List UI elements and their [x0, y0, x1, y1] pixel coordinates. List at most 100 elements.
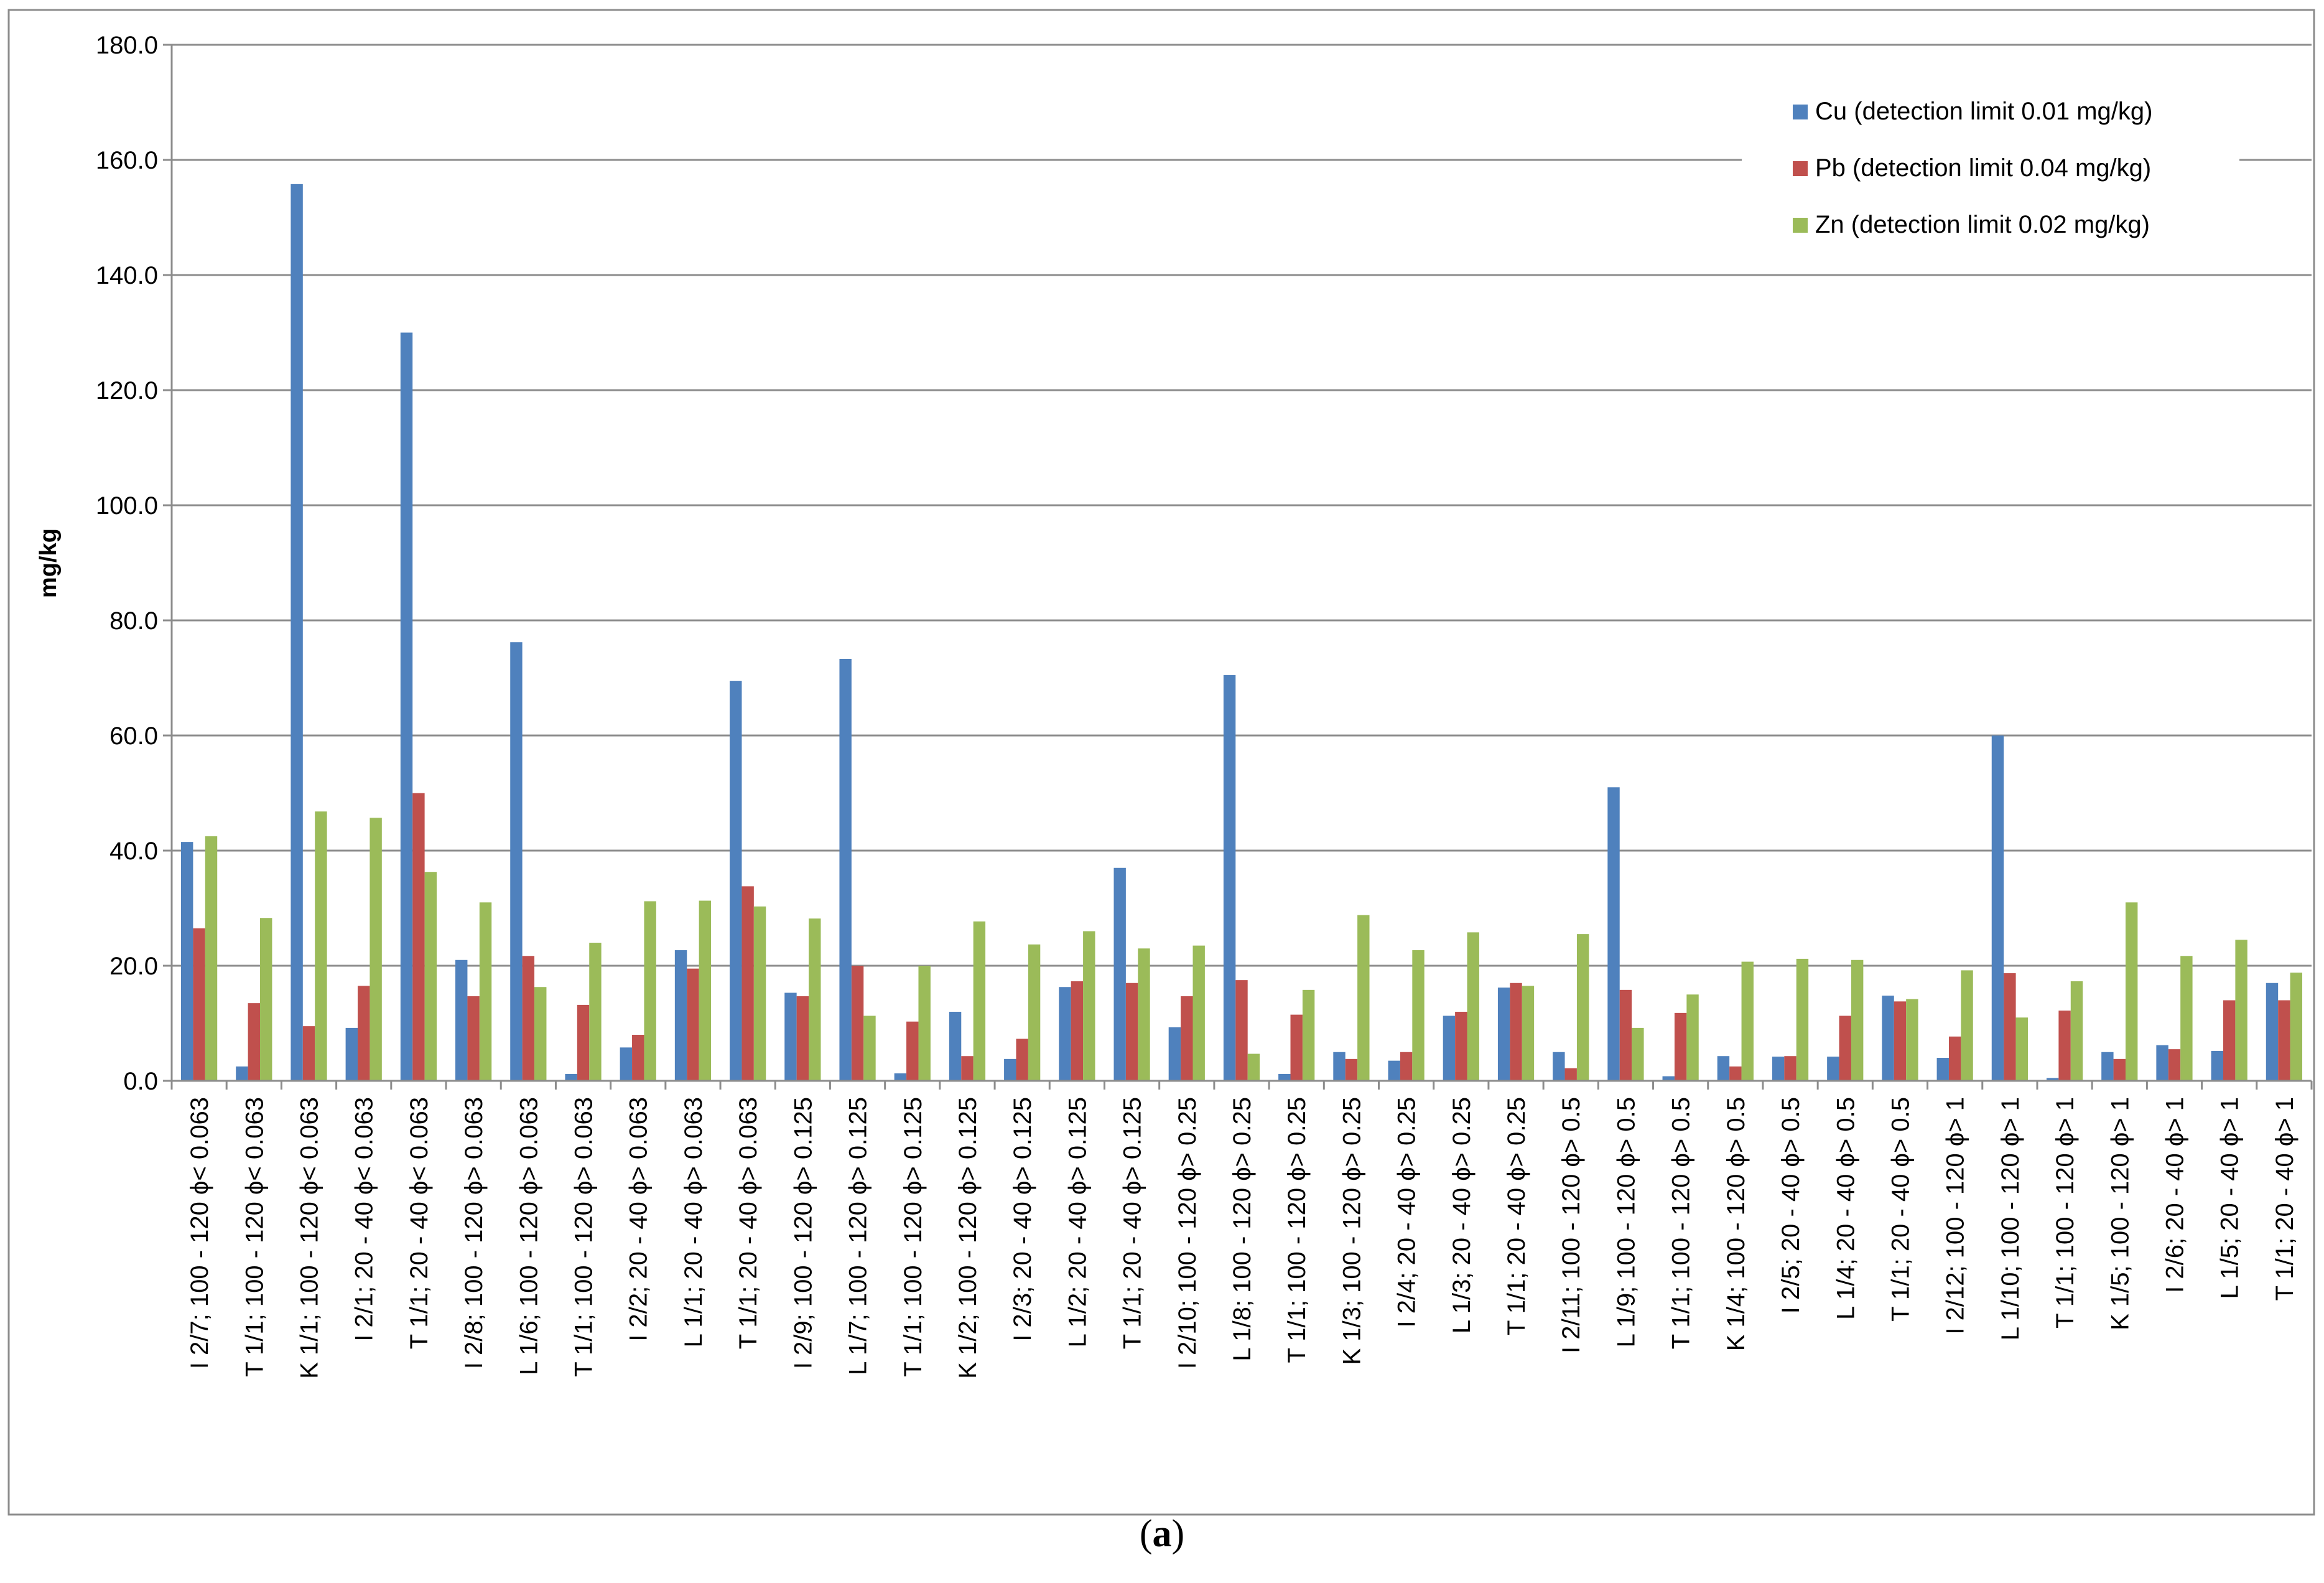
x-tick-label: I 2/10; 100 - 120 ϕ> 0.25: [1174, 1097, 1201, 1369]
bar-pb: [1510, 983, 1522, 1081]
bar-zn: [1412, 950, 1425, 1081]
x-tick-label: K 1/4; 100 - 120 ϕ> 0.5: [1722, 1097, 1750, 1351]
legend-label: Pb (detection limit 0.04 mg/kg): [1815, 154, 2151, 182]
bar-pb: [1564, 1068, 1577, 1081]
bar-cu: [1497, 988, 1510, 1081]
bar-pb: [2223, 1000, 2236, 1081]
bar-pb: [1839, 1016, 1851, 1081]
bar-cu: [1004, 1058, 1016, 1081]
bar-zn: [1138, 948, 1150, 1081]
bar-zn: [2290, 973, 2303, 1081]
panel-label-open: (: [1139, 1513, 1153, 1555]
bar-pb: [1235, 980, 1248, 1081]
bar-pb: [1784, 1056, 1796, 1081]
bar-zn: [699, 900, 712, 1081]
y-tick-label: 140.0: [96, 262, 158, 289]
x-tick-label: T 1/1; 100 - 120 ϕ< 0.063: [241, 1097, 268, 1377]
bar-zn: [2015, 1017, 2028, 1081]
bar-zn: [424, 872, 437, 1081]
bar-zn: [2235, 940, 2247, 1081]
bar-cu: [1607, 787, 1620, 1081]
x-tick-label: T 1/1; 20 - 40 ϕ> 0.25: [1503, 1097, 1530, 1335]
bar-pb: [2113, 1058, 2126, 1081]
bar-pb: [1290, 1014, 1303, 1081]
bar-zn: [1357, 915, 1370, 1081]
y-tick-label: 120.0: [96, 377, 158, 404]
x-tick-label: I 2/1; 20 - 40 ϕ< 0.063: [351, 1097, 378, 1342]
bar-cu: [2211, 1050, 2223, 1081]
bar-cu: [1278, 1073, 1291, 1081]
bar-zn: [753, 906, 766, 1081]
x-tick-label: I 2/9; 100 - 120 ϕ> 0.125: [789, 1097, 817, 1369]
x-tick-label: L 1/6; 100 - 120 ϕ> 0.063: [515, 1097, 542, 1375]
x-tick-label: K 1/1; 100 - 120 ϕ< 0.063: [296, 1097, 323, 1379]
x-tick-label: K 1/2; 100 - 120 ϕ> 0.125: [954, 1097, 982, 1379]
bar-pb: [577, 1004, 590, 1081]
x-tick-label: T 1/1; 20 - 40 ϕ> 0.063: [735, 1097, 762, 1349]
bar-zn: [479, 902, 492, 1081]
bar-zn: [1576, 934, 1589, 1081]
bar-pb: [522, 956, 535, 1081]
legend: Cu (detection limit 0.01 mg/kg) Pb (detec…: [1742, 87, 2239, 268]
x-tick-label: L 1/10; 100 - 120 ϕ> 1: [1997, 1097, 2024, 1340]
bar-cu: [1443, 1016, 1456, 1081]
y-axis-title: mg/kg: [35, 528, 62, 598]
x-tick-label: I 2/2; 20 - 40 ϕ> 0.063: [625, 1097, 653, 1342]
bar-pb: [302, 1026, 315, 1081]
x-tick-label: T 1/1; 20 - 40 ϕ> 1: [2271, 1097, 2298, 1300]
bar-cu: [180, 842, 193, 1081]
bar-zn: [1247, 1053, 1260, 1081]
y-tick-label: 20.0: [109, 953, 158, 980]
bar-cu: [2046, 1078, 2059, 1081]
bar-cu: [839, 658, 852, 1081]
x-tick-label: I 2/3; 20 - 40 ϕ> 0.125: [1009, 1097, 1036, 1342]
bar-zn: [1192, 945, 1205, 1081]
panel-label-close: ): [1171, 1513, 1185, 1555]
x-tick-label: T 1/1; 100 - 120 ϕ> 0.25: [1283, 1097, 1311, 1363]
bar-pb: [2058, 1011, 2071, 1081]
y-tick-label: 60.0: [109, 722, 158, 750]
bar-zn: [1522, 986, 1535, 1081]
x-tick-label: L 1/2; 20 - 40 ϕ> 0.125: [1064, 1097, 1091, 1347]
legend-swatch-pb: [1793, 161, 1808, 176]
x-tick-label: L 1/8; 100 - 120 ϕ> 0.25: [1229, 1097, 1256, 1361]
x-tick-label: T 1/1; 100 - 120 ϕ> 1: [2052, 1097, 2079, 1329]
bar-cu: [510, 642, 523, 1081]
bar-cu: [620, 1047, 633, 1081]
bar-cu: [2266, 983, 2279, 1081]
bar-pb: [851, 966, 864, 1081]
bar-pb: [248, 1003, 261, 1081]
bar-zn: [1686, 994, 1699, 1081]
legend-swatch-zn: [1793, 218, 1808, 233]
x-tick-label: T 1/1; 20 - 40 ϕ> 0.5: [1887, 1097, 1914, 1322]
bar-zn: [809, 918, 821, 1081]
bar-pb: [467, 996, 480, 1081]
bar-pb: [1181, 996, 1193, 1081]
bar-zn: [1028, 944, 1041, 1081]
x-tick-label: T 1/1; 100 - 120 ϕ> 0.125: [899, 1097, 927, 1377]
bar-zn: [1961, 970, 1973, 1081]
bar-zn: [2180, 956, 2193, 1081]
bar-zn: [644, 901, 656, 1081]
bar-pb: [2004, 973, 2016, 1081]
bar-zn: [589, 943, 602, 1081]
y-tick-label: 0.0: [123, 1068, 158, 1095]
x-tick-label: I 2/7; 100 - 120 ϕ< 0.063: [186, 1097, 213, 1369]
bar-cu: [1991, 735, 2004, 1081]
x-tick-label: T 1/1; 100 - 120 ϕ> 0.063: [570, 1097, 598, 1377]
bar-zn: [1851, 960, 1864, 1081]
legend-swatch-cu: [1793, 105, 1808, 119]
bar-pb: [193, 928, 205, 1081]
x-tick-labels: I 2/7; 100 - 120 ϕ< 0.063 T 1/1; 100 - 12…: [186, 1097, 2298, 1379]
bar-cu: [1772, 1057, 1785, 1081]
bar-zn: [1796, 958, 1809, 1081]
bar-cu: [1662, 1076, 1675, 1081]
bar-zn: [315, 811, 327, 1081]
bar-pb: [1455, 1012, 1467, 1081]
x-tick-label: T 1/1; 100 - 120 ϕ> 0.5: [1668, 1097, 1695, 1349]
bar-cu: [1113, 867, 1126, 1081]
bar-cu: [2156, 1045, 2168, 1081]
bar-pb: [1400, 1052, 1413, 1081]
bar-pb: [1125, 983, 1138, 1081]
y-tick-label: 80.0: [109, 607, 158, 635]
